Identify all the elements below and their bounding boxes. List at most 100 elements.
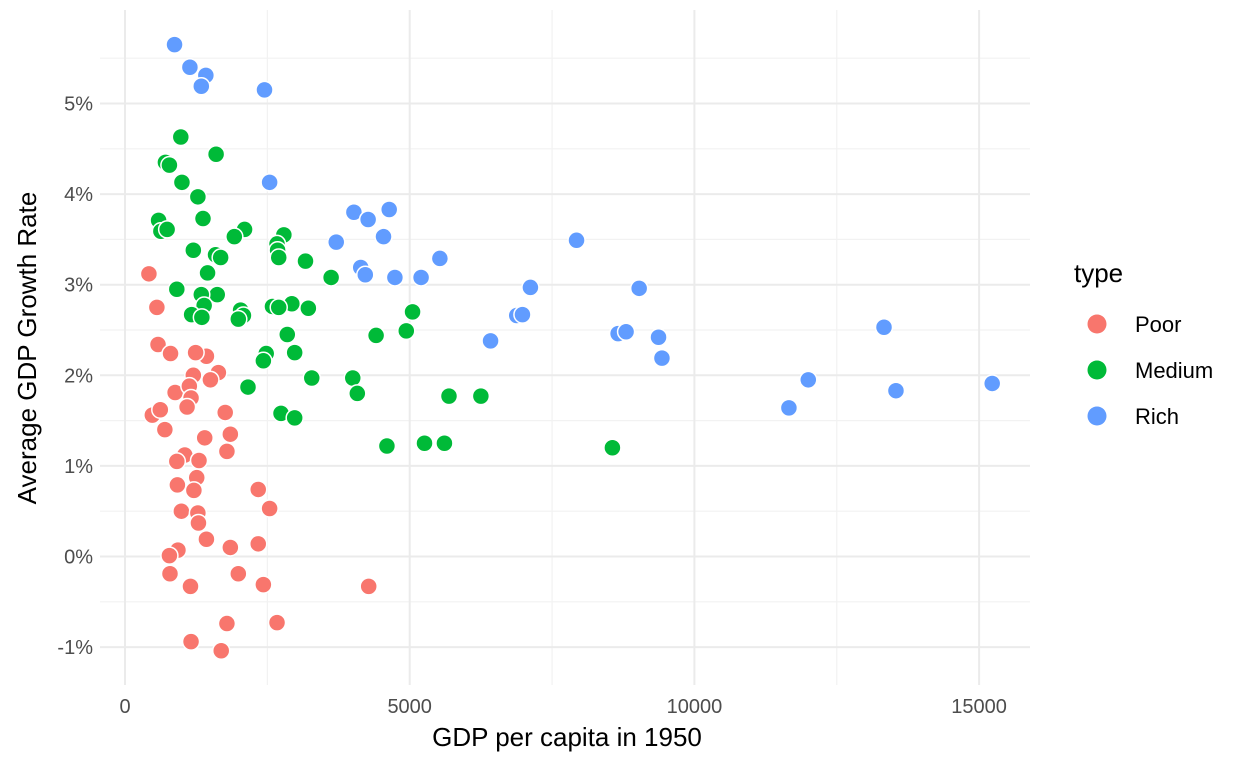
data-point-poor xyxy=(181,577,200,596)
data-point-rich xyxy=(255,80,274,100)
x-tick-label: 5000 xyxy=(387,696,432,718)
data-point-poor xyxy=(217,614,237,633)
y-tick-label: 5% xyxy=(64,94,93,116)
data-point-poor xyxy=(195,428,214,448)
data-point-medium xyxy=(603,438,622,458)
y-tick-label: 3% xyxy=(64,275,93,297)
data-point-medium xyxy=(435,434,454,453)
data-point-poor xyxy=(217,442,237,461)
data-point-rich xyxy=(652,348,672,368)
data-point-medium xyxy=(160,155,179,175)
data-point-medium xyxy=(188,187,208,207)
data-point-medium xyxy=(193,209,213,228)
data-point-poor xyxy=(221,424,240,444)
data-point-medium xyxy=(285,408,304,428)
data-point-rich xyxy=(411,268,431,287)
data-point-rich xyxy=(513,305,532,324)
data-point-medium xyxy=(348,384,367,403)
data-point-rich xyxy=(567,231,586,250)
data-point-poor xyxy=(215,403,235,422)
data-point-rich xyxy=(779,398,799,418)
x-axis-title: GDP per capita in 1950 xyxy=(432,722,702,752)
x-axis-ticks: 0 5000 10000 15000 xyxy=(119,696,1006,718)
legend: type Poor Medium Rich xyxy=(1074,258,1213,429)
data-point-medium xyxy=(192,308,212,327)
data-point-poor xyxy=(160,546,179,565)
grid-major xyxy=(100,10,1030,685)
x-tick-label: 10000 xyxy=(667,696,723,718)
legend-label-medium: Medium xyxy=(1135,358,1213,383)
data-point-medium xyxy=(415,434,434,453)
data-point-poor xyxy=(221,538,240,557)
data-point-rich xyxy=(982,374,1002,393)
data-point-medium xyxy=(296,251,315,271)
data-point-medium xyxy=(172,173,192,192)
legend-key-medium xyxy=(1087,360,1107,380)
y-tick-label: 4% xyxy=(64,184,93,206)
y-tick-label: 1% xyxy=(64,456,93,478)
data-point-rich xyxy=(874,318,894,337)
data-point-medium xyxy=(238,377,258,397)
data-point-medium xyxy=(167,279,187,299)
data-point-medium xyxy=(269,298,288,317)
data-point-medium xyxy=(211,248,230,267)
data-point-medium xyxy=(366,326,386,345)
data-point-poor xyxy=(248,534,268,554)
legend-key-poor xyxy=(1087,314,1107,334)
data-point-poor xyxy=(197,530,216,549)
data-point-medium xyxy=(229,309,248,329)
data-point-rich xyxy=(616,322,636,342)
data-point-medium xyxy=(299,299,318,318)
data-point-poor xyxy=(267,613,287,632)
grid-minor xyxy=(100,10,1030,685)
data-point-rich xyxy=(356,265,375,284)
data-point-poor xyxy=(189,513,208,533)
data-point-medium xyxy=(403,302,422,322)
data-point-medium xyxy=(269,248,288,267)
data-point-medium xyxy=(225,227,244,246)
data-point-poor xyxy=(359,577,378,596)
y-axis-ticks: -1% 0% 1% 2% 3% 4% 5% xyxy=(57,94,93,660)
legend-label-rich: Rich xyxy=(1135,404,1179,429)
y-axis-title: Average GDP Growth Rate xyxy=(12,192,42,505)
legend-title: type xyxy=(1074,258,1123,288)
legend-key-rich xyxy=(1087,406,1107,426)
data-point-poor xyxy=(229,564,248,583)
data-point-medium xyxy=(302,368,322,388)
data-point-medium xyxy=(184,241,203,260)
x-tick-label: 15000 xyxy=(951,696,1007,718)
data-point-medium xyxy=(171,127,191,147)
data-point-poor xyxy=(172,501,191,521)
data-point-rich xyxy=(260,173,279,192)
data-point-rich xyxy=(521,278,540,297)
data-point-poor xyxy=(248,480,268,499)
data-point-rich xyxy=(374,227,393,246)
data-point-rich xyxy=(385,268,405,287)
data-point-rich xyxy=(358,210,378,229)
data-point-rich xyxy=(430,249,450,268)
data-point-medium xyxy=(206,144,226,164)
data-point-poor xyxy=(211,641,231,660)
data-point-medium xyxy=(157,220,177,239)
data-point-medium xyxy=(343,368,363,388)
data-point-medium xyxy=(285,343,304,362)
legend-label-poor: Poor xyxy=(1135,312,1181,337)
data-point-rich xyxy=(379,200,399,219)
x-tick-label: 0 xyxy=(119,696,130,718)
data-point-medium xyxy=(278,325,297,344)
data-points xyxy=(139,35,1002,660)
data-point-poor xyxy=(151,400,170,419)
data-point-poor xyxy=(184,481,204,500)
data-point-poor xyxy=(160,564,180,583)
data-point-rich xyxy=(165,35,184,54)
data-point-poor xyxy=(181,632,201,651)
data-point-poor xyxy=(201,370,220,390)
data-point-rich xyxy=(481,331,500,351)
data-point-medium xyxy=(471,386,491,406)
data-point-poor xyxy=(186,343,205,362)
data-point-rich xyxy=(192,77,211,96)
y-tick-label: 0% xyxy=(64,547,93,569)
data-point-poor xyxy=(147,298,167,317)
data-point-poor xyxy=(161,344,180,363)
data-point-medium xyxy=(254,351,273,371)
